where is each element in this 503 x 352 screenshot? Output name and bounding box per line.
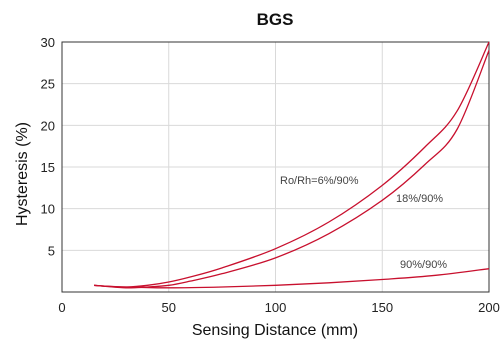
y-tick-label: 5	[48, 243, 55, 258]
y-tick-label: 20	[41, 118, 55, 133]
series-label-6-90: Ro/Rh=6%/90%	[280, 175, 359, 187]
x-tick-label: 100	[265, 300, 287, 315]
series-label-90-90: 90%/90%	[400, 259, 447, 271]
x-tick-label: 50	[162, 300, 176, 315]
y-tick-label: 10	[41, 202, 55, 217]
series-line-90-90	[93, 268, 490, 289]
x-tick-label: 0	[58, 300, 65, 315]
series-label-18-90: 18%/90%	[396, 193, 443, 205]
x-axis-label: Sensing Distance (mm)	[192, 322, 358, 339]
y-tick-label: 30	[41, 35, 55, 50]
chart-title: BGS	[257, 10, 294, 29]
grid-lines	[62, 42, 489, 292]
x-tick-label: 200	[478, 300, 500, 315]
y-tick-label: 25	[41, 77, 55, 92]
plot-area-frame	[61, 41, 490, 293]
y-axis-label: Hysteresis (%)	[14, 122, 31, 226]
tick-labels: 0 50 100 150 200 5 10 15 20 25 30	[41, 35, 500, 315]
x-tick-label: 150	[371, 300, 393, 315]
y-tick-label: 15	[41, 160, 55, 175]
series-layer	[93, 41, 490, 289]
series-line-18-90	[93, 50, 490, 289]
